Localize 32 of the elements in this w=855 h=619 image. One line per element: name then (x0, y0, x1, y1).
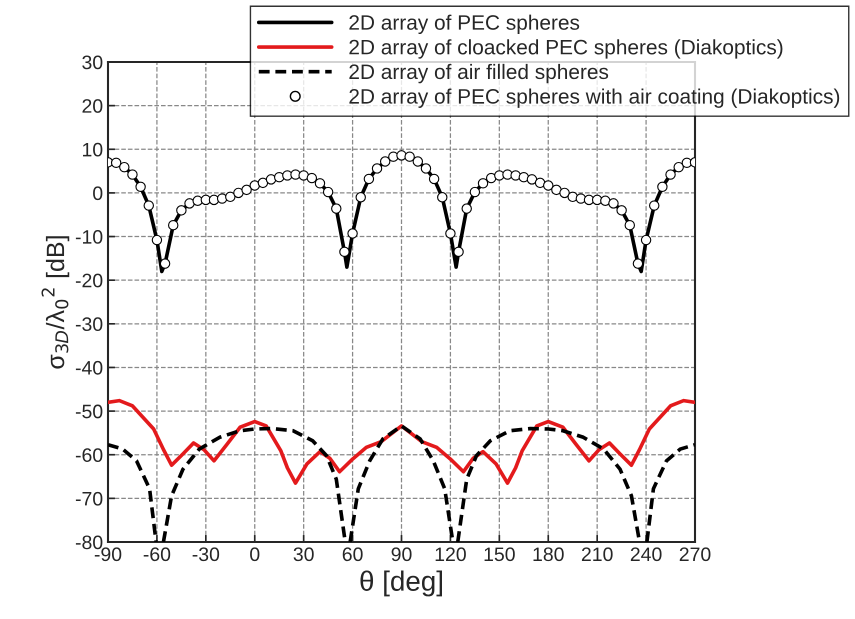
y-tick-label: -40 (76, 360, 102, 375)
y-tick-label: 0 (93, 186, 102, 200)
x-tick-label: 90 (392, 547, 412, 562)
y-tick-label: -60 (76, 448, 102, 462)
x-tick-label: 180 (534, 547, 564, 562)
line-series (108, 398, 695, 485)
y-tick-label: 20 (82, 99, 102, 113)
legend-label: 2D array of PEC spheres (349, 14, 580, 34)
legend-label: 2D array of PEC spheres with air coating (Diakoptics) (349, 88, 840, 108)
x-tick-label: 240 (630, 547, 662, 562)
y-tick-label: -70 (76, 492, 102, 506)
x-tick-label: 60 (342, 547, 363, 562)
x-tick-label: -90 (94, 547, 122, 562)
x-tick-label: 30 (294, 547, 314, 562)
x-tick-label: 270 (680, 547, 710, 562)
legend-label: 2D array of air filled spheres (349, 64, 608, 84)
y-tick-label: -30 (76, 317, 102, 332)
x-axis-title: θ [deg] (360, 570, 442, 596)
x-tick-label: -60 (144, 547, 170, 562)
legend-label: 2D array of cloacked PEC spheres (Diakoptics) (349, 39, 782, 59)
y-axis-title: σ$_{3D}$/λ$_{0}$$^{2}$ [dB] (41, 236, 70, 369)
y-tick-label: -20 (76, 274, 102, 288)
y-tick-label: 10 (82, 142, 102, 157)
x-tick-label: 210 (582, 547, 613, 562)
x-tick-label: 0 (250, 547, 260, 562)
x-tick-label: 120 (436, 547, 466, 562)
y-tick-label: -80 (76, 535, 102, 550)
y-tick-label: 30 (82, 55, 102, 70)
x-tick-label: -30 (192, 547, 220, 562)
y-tick-label: -50 (76, 404, 102, 418)
x-tick-label: 150 (484, 547, 515, 562)
y-tick-label: -10 (76, 230, 102, 244)
